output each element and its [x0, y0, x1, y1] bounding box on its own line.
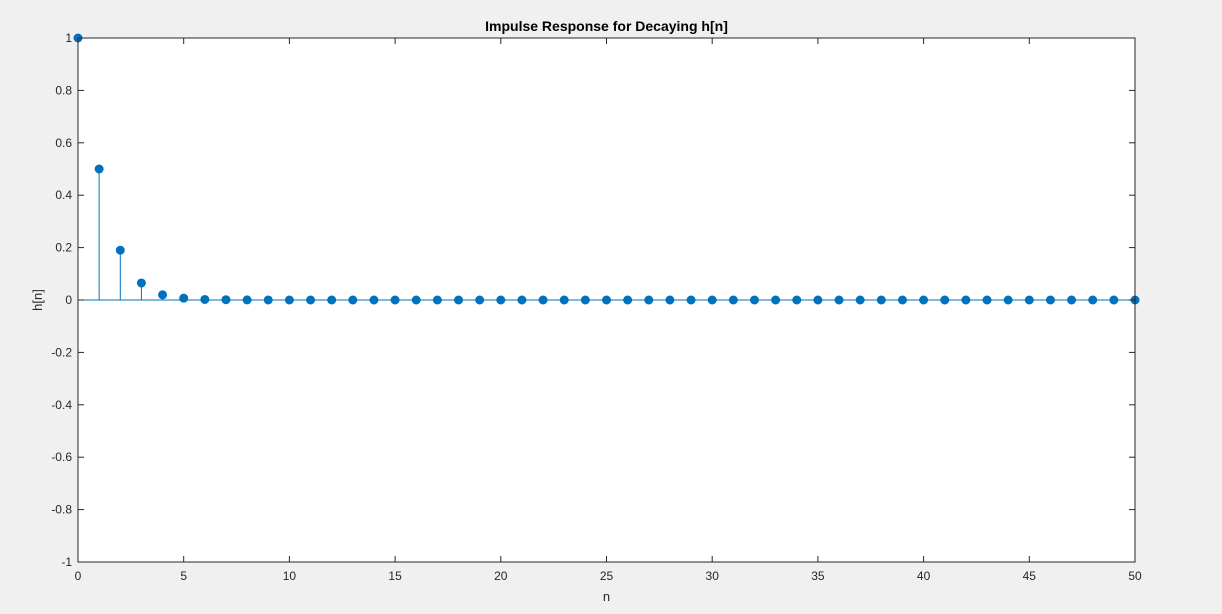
- stem-marker: [158, 290, 168, 300]
- stem-marker: [707, 295, 717, 305]
- stem-marker: [221, 295, 231, 305]
- y-tick-label: -0.4: [51, 398, 72, 412]
- x-tick-label: 30: [706, 569, 720, 583]
- stem-marker: [327, 295, 337, 305]
- stem-marker: [961, 295, 971, 305]
- stem-marker: [1024, 295, 1034, 305]
- stem-marker: [348, 295, 358, 305]
- stem-marker: [602, 295, 611, 305]
- stem-marker: [115, 245, 125, 255]
- x-tick-label: 45: [1023, 569, 1037, 583]
- plot-frame: [77, 37, 1136, 563]
- stem-marker: [284, 295, 294, 305]
- stem-marker: [136, 278, 146, 288]
- x-tick-label: 25: [600, 569, 614, 583]
- stem-marker: [1067, 295, 1077, 305]
- stem-marker: [263, 295, 273, 305]
- stem-marker: [855, 295, 865, 305]
- x-tick-label: 5: [180, 569, 187, 583]
- stem-marker: [411, 295, 421, 305]
- axis-ticks: 0 5 10 15 20 25 30 35 40 45 50 -1 -0.8 -0.6 -0.4 -0.2 0 0…: [51, 31, 1142, 583]
- stem-marker: [1088, 295, 1098, 305]
- x-tick-label: 40: [917, 569, 931, 583]
- y-tick-label: 0.8: [55, 83, 72, 97]
- stem-marker: [728, 295, 738, 305]
- stem-marker: [517, 295, 527, 305]
- stem-marker: [454, 295, 464, 305]
- stem-series: [73, 33, 1140, 305]
- x-tick-label: 0: [75, 569, 82, 583]
- stem-marker: [94, 164, 104, 174]
- stem-marker: [813, 295, 823, 305]
- y-axis-label: h[n]: [30, 289, 45, 311]
- y-tick-label: 0.2: [55, 241, 72, 255]
- y-tick-label: 0: [65, 293, 72, 307]
- y-tick-label: -0.6: [51, 450, 72, 464]
- stem-marker: [390, 295, 400, 305]
- stem-marker: [559, 295, 569, 305]
- y-tick-label: 0.6: [55, 136, 72, 150]
- stem-marker: [771, 295, 781, 305]
- stem-marker: [686, 295, 696, 305]
- stem-marker: [242, 295, 252, 305]
- chart-title: Impulse Response for Decaying h[n]: [485, 18, 728, 34]
- stem-marker: [982, 295, 992, 305]
- y-tick-label: -0.2: [51, 345, 72, 359]
- stem-marker: [1003, 295, 1013, 305]
- stem-marker: [432, 295, 442, 305]
- stem-marker: [665, 295, 675, 305]
- x-tick-label: 10: [283, 569, 297, 583]
- stem-marker: [749, 295, 759, 305]
- stem-marker: [919, 295, 929, 305]
- stem-marker: [538, 295, 548, 305]
- x-axis-label: n: [603, 589, 610, 604]
- stem-marker: [580, 295, 590, 305]
- stem-marker: [369, 295, 379, 305]
- y-tick-label: -1: [61, 555, 72, 569]
- stem-marker: [644, 295, 654, 305]
- stem-marker: [179, 293, 189, 303]
- x-tick-label: 50: [1128, 569, 1142, 583]
- y-tick-label: 1: [65, 31, 72, 45]
- stem-marker: [475, 295, 485, 305]
- x-tick-label: 20: [494, 569, 508, 583]
- stem-marker: [1045, 295, 1055, 305]
- stem-marker: [834, 295, 844, 305]
- stem-marker: [306, 295, 316, 305]
- stem-marker: [897, 295, 907, 305]
- stem-marker: [200, 294, 210, 304]
- y-tick-label: -0.8: [51, 503, 72, 517]
- x-tick-label: 35: [811, 569, 825, 583]
- stem-marker: [496, 295, 506, 305]
- x-tick-label: 15: [388, 569, 402, 583]
- stem-marker: [876, 295, 886, 305]
- stem-marker: [623, 295, 633, 305]
- y-tick-label: 0.4: [55, 188, 72, 202]
- stem-marker: [792, 295, 802, 305]
- stem-marker: [1109, 295, 1119, 305]
- stem-marker: [940, 295, 950, 305]
